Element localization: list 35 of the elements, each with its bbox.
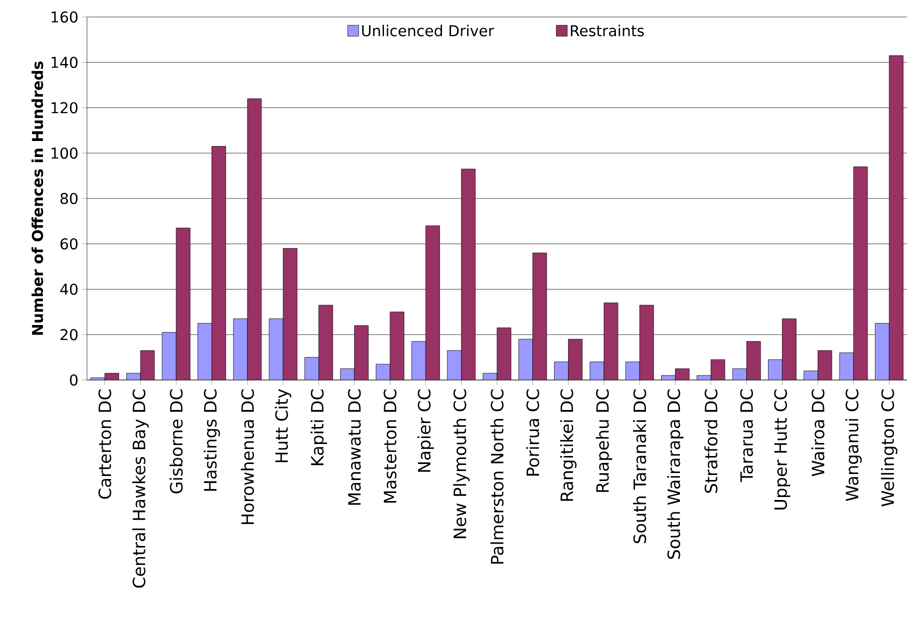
x-tick-label: Hastings DC	[204, 389, 220, 491]
y-tick-label: 20	[60, 328, 78, 340]
y-tick-label: 140	[52, 56, 78, 68]
x-tick-label: Masterton DC	[384, 389, 396, 503]
x-tick-label: Hutt City	[274, 389, 292, 462]
y-tick-label: 80	[60, 192, 78, 204]
x-tick-label: New Plymouth CC	[453, 389, 470, 538]
y-tick-label: 120	[52, 102, 78, 114]
x-tick-label: South Taranaki DC	[633, 389, 646, 544]
x-tick-label: Tararua DC	[740, 389, 753, 482]
x-tick-label: Napier CC	[418, 389, 434, 472]
legend-label: Restraints	[570, 24, 644, 36]
y-tick-label: 160	[52, 11, 78, 23]
y-tick-label: 100	[52, 147, 78, 159]
x-tick-label: Central Hawkes Bay DC	[132, 389, 149, 588]
x-tick-label: Rangitikei DC	[560, 389, 576, 501]
x-tick-label: Kapiti DC	[310, 389, 327, 466]
x-tick-label: Palmerston North CC	[490, 389, 504, 564]
x-tick-label: South Wairarapa DC	[667, 389, 684, 559]
y-tick-label: 40	[60, 284, 78, 295]
x-tick-label: Manawatu DC	[348, 389, 361, 505]
x-tick-label: Wanganui CC	[845, 389, 862, 502]
y-axis-title: Number of Offences in Hundreds	[32, 62, 44, 335]
x-tick-label: Carterton DC	[98, 389, 112, 499]
legend-label: Unlicenced Driver	[362, 24, 494, 36]
x-tick-label: Wairoa DC	[811, 389, 824, 476]
x-tick-label: Gisborne DC	[170, 389, 183, 494]
y-tick-label: 60	[60, 238, 78, 250]
x-tick-label: Wellington CC	[880, 389, 898, 506]
x-tick-label: Ruapehu DC	[596, 389, 612, 492]
y-tick-label: 0	[70, 374, 78, 386]
x-tick-label: Porirua CC	[526, 389, 540, 476]
x-tick-label: Stratford DC	[704, 389, 718, 493]
x-tick-label: Upper Hutt CC	[774, 389, 790, 510]
x-tick-label: Horowhenua DC	[240, 389, 254, 524]
